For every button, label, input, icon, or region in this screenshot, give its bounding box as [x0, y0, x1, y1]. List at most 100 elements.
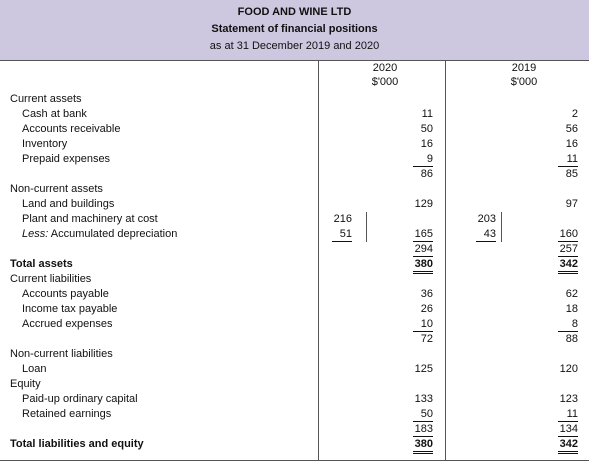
date: as at 31 December 2019 and 2020: [209, 40, 380, 52]
label-text: Paid-up ordinary capital: [22, 393, 138, 405]
amount: 133: [373, 393, 433, 406]
amount-text: 88: [565, 333, 578, 345]
amount-text: 123: [559, 393, 578, 405]
amount-text: 125: [414, 363, 433, 375]
label-text: Accumulated depreciation: [50, 228, 178, 240]
amount: 36: [373, 288, 433, 301]
amount: 125: [373, 363, 433, 376]
rule: [0, 460, 589, 461]
label-text: Current assets: [10, 93, 82, 105]
amount-text: 97: [565, 198, 578, 210]
column-year: 2019: [511, 62, 537, 74]
row-label: Retained earnings: [22, 407, 111, 422]
amount: 134: [518, 423, 578, 437]
label-text: Accounts receivable: [22, 123, 121, 135]
amount-text: 380: [413, 258, 433, 274]
amount: 123: [518, 393, 578, 406]
amount-text: 342: [558, 438, 578, 454]
amount: 18: [518, 303, 578, 316]
amount: 86: [373, 168, 433, 181]
row-label: Less: Accumulated depreciation: [22, 227, 177, 242]
amount: 216: [292, 213, 352, 226]
rule: [0, 60, 589, 61]
title: FOOD AND WINE LTD: [237, 6, 352, 18]
amount-text: 9: [413, 153, 433, 167]
label-text: Equity: [10, 378, 41, 390]
amount: 50: [373, 123, 433, 136]
amount-text: 56: [565, 123, 578, 135]
amount: 10: [373, 318, 433, 332]
amount: 51: [292, 228, 352, 242]
amount: 165: [373, 228, 433, 242]
amount-text: 51: [332, 228, 352, 242]
column-unit: $'000: [371, 76, 399, 88]
amount-text: 203: [477, 213, 496, 225]
amount-text: 16: [565, 138, 578, 150]
row-label: Accrued expenses: [22, 317, 113, 332]
label-text: Inventory: [22, 138, 68, 150]
amount: 380: [373, 438, 433, 454]
row-label: Accounts payable: [22, 287, 109, 302]
row-label: Plant and machinery at cost: [22, 212, 158, 227]
amount-text: 62: [565, 288, 578, 300]
row-label: Total liabilities and equity: [10, 437, 144, 452]
row-label: Loan: [22, 362, 46, 377]
amount: 160: [518, 228, 578, 242]
amount-text: 50: [413, 408, 433, 422]
amount: 8: [518, 318, 578, 332]
label-text: Total assets: [10, 258, 73, 270]
amount: 11: [518, 408, 578, 422]
amount-text: 72: [420, 333, 433, 345]
amount: 62: [518, 288, 578, 301]
amount-text: 8: [558, 318, 578, 332]
amount-text: 26: [420, 303, 433, 315]
amount: 2: [518, 108, 578, 121]
amount-text: 18: [565, 303, 578, 315]
amount-text: 294: [413, 243, 433, 257]
column-unit: $'000: [510, 76, 538, 88]
amount-text: 342: [558, 258, 578, 274]
label-text: Accounts payable: [22, 288, 109, 300]
row-label: Land and buildings: [22, 197, 114, 212]
amount: 11: [373, 108, 433, 121]
amount: 56: [518, 123, 578, 136]
amount-text: 50: [420, 123, 433, 135]
label-prefix: Less:: [22, 228, 49, 240]
label-text: Income tax payable: [22, 303, 118, 315]
label-text: Prepaid expenses: [22, 153, 111, 165]
amount: 85: [518, 168, 578, 181]
amount: 88: [518, 333, 578, 346]
label-text: Total liabilities and equity: [10, 438, 144, 450]
subtitle: Statement of financial positions: [211, 23, 378, 35]
header: FOOD AND WINE LTD Statement of financial…: [0, 0, 589, 60]
amount-text: 10: [413, 318, 433, 332]
column-rule: [366, 212, 367, 242]
amount: 26: [373, 303, 433, 316]
label-text: Retained earnings: [22, 408, 112, 420]
amount: 50: [373, 408, 433, 422]
amount-text: 11: [558, 153, 578, 167]
amount: 342: [518, 258, 578, 274]
column-rule: [445, 60, 446, 460]
amount-text: 129: [414, 198, 433, 210]
amount-text: 16: [420, 138, 433, 150]
amount: 183: [373, 423, 433, 437]
amount-text: 133: [414, 393, 433, 405]
row-label: Inventory: [22, 137, 67, 152]
amount: 294: [373, 243, 433, 257]
row-label: Equity: [10, 377, 41, 392]
amount: 342: [518, 438, 578, 454]
amount: 203: [436, 213, 496, 226]
amount-text: 165: [413, 228, 433, 242]
amount-text: 43: [476, 228, 496, 242]
amount: 72: [373, 333, 433, 346]
label-text: Non-current liabilities: [10, 348, 113, 360]
amount: 257: [518, 243, 578, 257]
amount-text: 120: [559, 363, 578, 375]
amount-text: 2: [571, 108, 578, 120]
label-text: Loan: [22, 363, 47, 375]
column-rule: [501, 212, 502, 242]
amount: 97: [518, 198, 578, 211]
row-label: Cash at bank: [22, 107, 87, 122]
